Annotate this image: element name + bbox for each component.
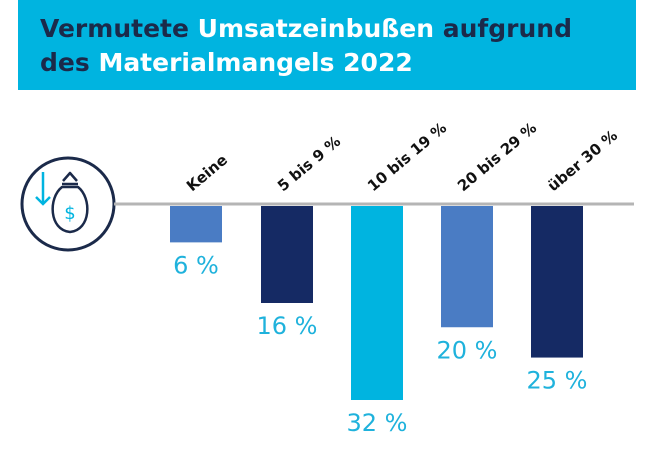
title-banner: Vermutete Umsatzeinbußen aufgrund des Ma…	[18, 0, 636, 90]
data-label: 20 %	[437, 336, 498, 364]
money-bag-down-icon: $	[20, 156, 116, 252]
category-label: 10 bis 19 %	[364, 119, 450, 195]
category-label: über 30 %	[544, 126, 621, 195]
svg-text:$: $	[64, 203, 75, 224]
data-label: 6 %	[173, 251, 219, 279]
bar	[351, 206, 403, 400]
category-label: 5 bis 9 %	[274, 132, 344, 195]
title-part: Vermutete	[40, 14, 198, 43]
title-part: aufgrund	[434, 14, 572, 43]
bar	[170, 206, 222, 243]
chart-title-line-1: Vermutete Umsatzeinbußen aufgrund	[40, 14, 572, 43]
title-part: des	[40, 48, 99, 77]
title-part: Umsatzeinbußen	[197, 14, 434, 43]
bar	[531, 206, 583, 358]
bar	[261, 206, 313, 303]
category-label: Keine	[183, 151, 231, 195]
title-part: Materialmangels 2022	[98, 48, 413, 77]
category-label: 20 bis 29 %	[454, 119, 540, 195]
data-label: 32 %	[347, 409, 408, 437]
data-label: 25 %	[527, 367, 588, 395]
bars-layer: 6 % Keine 16 % 5 bis 9 % 32 % 10 bis 19 % 20 %…	[170, 119, 621, 437]
chart-title-line-2: des Materialmangels 2022	[40, 48, 413, 77]
data-label: 16 %	[257, 312, 318, 340]
bar	[441, 206, 493, 328]
